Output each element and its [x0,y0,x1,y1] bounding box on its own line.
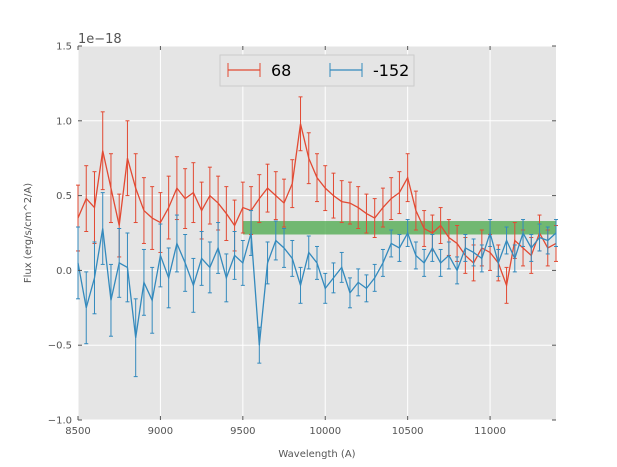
x-tick-label: 10500 [392,426,424,437]
ticks: 8500 9000 9500 10000 10500 11000 −1.0 −0.5 0.0 0.… [48,42,556,437]
y-axis-label: Flux (erg/s/cm^2/A) [23,183,34,283]
band-layer [242,221,557,235]
series-line [77,123,557,288]
x-tick-label: 8500 [65,426,90,437]
y-tick-label: −1.0 [48,416,72,427]
x-tick-label: 10000 [309,426,341,437]
legend-label: -152 [373,61,409,80]
y-tick-label: 1.5 [56,42,72,53]
y-tick-label: 0.0 [56,266,72,277]
series-0 [76,96,558,304]
y-tick-label: 1.0 [56,116,72,127]
y-offset-text: 1e−18 [78,32,122,47]
x-tick-label: 9000 [148,426,173,437]
x-axis-label: Wavelength (A) [278,449,355,460]
y-tick-label: 0.5 [56,191,72,202]
legend: 68 -152 [219,54,415,87]
x-tick-label: 9500 [230,426,255,437]
green-band [242,221,557,235]
x-tick-label: 11000 [474,426,506,437]
y-tick-label: −0.5 [48,341,72,352]
series-layer [76,96,558,378]
series-line [77,228,557,346]
legend-label: 68 [271,61,291,80]
series-1 [76,192,558,378]
